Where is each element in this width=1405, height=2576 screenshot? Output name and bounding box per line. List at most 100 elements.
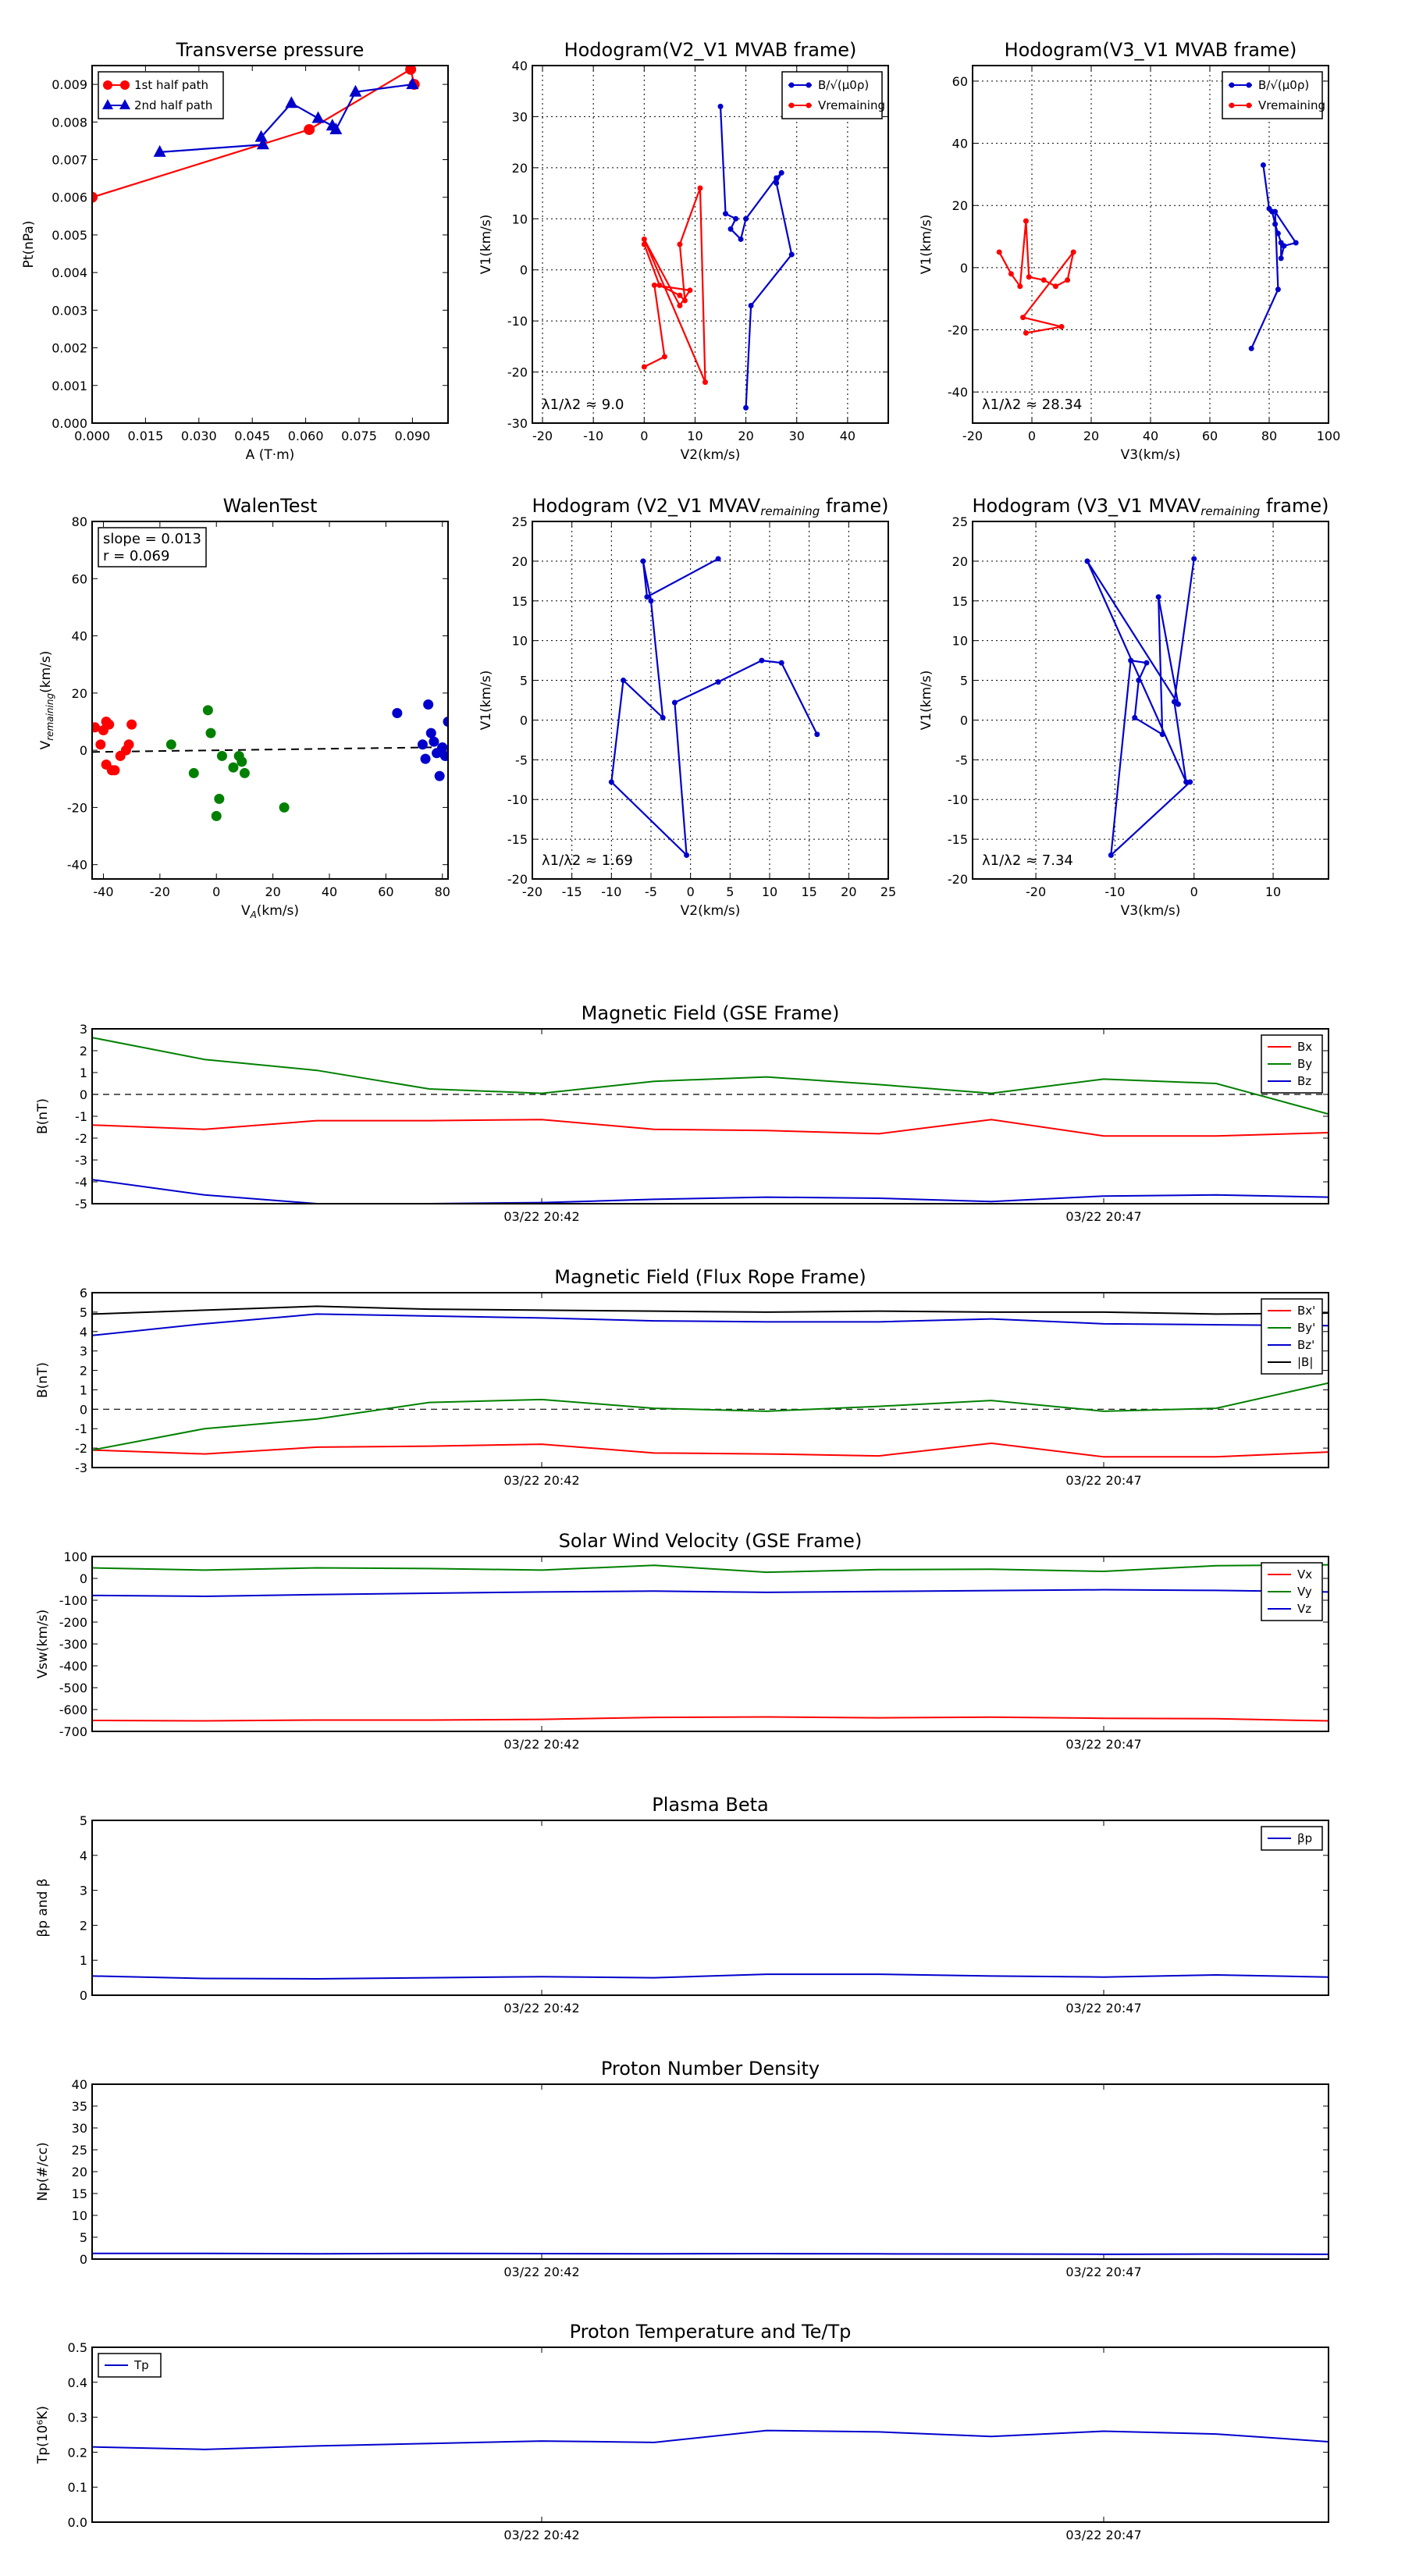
plot-area bbox=[92, 66, 420, 203]
chart-bfr: Magnetic Field (Flux Rope Frame) 03/22 20… bbox=[35, 1266, 1329, 1488]
y-tick-label: 6 bbox=[80, 1286, 87, 1300]
legend-label: |B| bbox=[1297, 1355, 1313, 1369]
plot-frame bbox=[91, 2347, 1329, 2523]
legend-label: Bz bbox=[1297, 1074, 1311, 1088]
data-point bbox=[126, 719, 137, 730]
plot-area bbox=[996, 162, 1299, 351]
y-tick-label: 0.5 bbox=[68, 2340, 87, 2355]
y-tick-label: 10 bbox=[512, 634, 528, 649]
chart-h4: Hodogram (V3_V1 MVAVremaining frame) -20 -… bbox=[919, 495, 1329, 919]
chart-title: Hodogram(V2_V1 MVAB frame) bbox=[564, 39, 857, 61]
y-axis-label: Tp(10⁶K) bbox=[35, 2406, 51, 2464]
x-tick-label: -10 bbox=[601, 884, 621, 899]
data-point bbox=[715, 679, 721, 685]
data-point bbox=[165, 739, 176, 750]
legend-label: Vz bbox=[1297, 1602, 1311, 1616]
x-tick-label: 10 bbox=[1265, 884, 1281, 899]
x-tick-label: 03/22 20:42 bbox=[503, 1473, 579, 1488]
x-tick-label: 03/22 20:42 bbox=[503, 1209, 579, 1224]
data-point bbox=[214, 793, 225, 804]
legend-label: Tp bbox=[133, 2358, 149, 2372]
data-point bbox=[1144, 660, 1150, 666]
chart-title: Hodogram (V2_V1 MVAVremaining frame) bbox=[532, 495, 889, 518]
series-vremaining-line bbox=[998, 221, 1075, 334]
y-tick-label: 5 bbox=[80, 1813, 87, 1828]
y-axis-label: Pt(nPa) bbox=[21, 221, 37, 269]
data-point bbox=[641, 236, 647, 242]
x-tick-label: 03/22 20:47 bbox=[1065, 1737, 1141, 1752]
data-point bbox=[417, 739, 428, 750]
annotation-line: slope = 0.013 bbox=[103, 531, 201, 547]
legend: Tp bbox=[98, 2353, 162, 2378]
data-point bbox=[1159, 731, 1165, 738]
data-point bbox=[304, 123, 315, 135]
series-vy-line bbox=[92, 1564, 1329, 1574]
y-tick-label: 4 bbox=[80, 1848, 87, 1863]
data-point bbox=[608, 779, 614, 785]
chart-title: Hodogram(V3_V1 MVAB frame) bbox=[1005, 39, 1297, 61]
data-point bbox=[443, 716, 448, 727]
plot-area bbox=[92, 1305, 1329, 1458]
legend: Bx' By' Bz' |B| bbox=[1261, 1298, 1323, 1375]
y-tick-label: 10 bbox=[512, 212, 528, 226]
y-tick-label: 40 bbox=[952, 137, 968, 151]
y-tick-label: 1 bbox=[80, 1066, 87, 1080]
series-bx-line bbox=[92, 1119, 1329, 1137]
annotation-line: r = 0.069 bbox=[103, 548, 169, 564]
legend-label: B/√(μ0ρ) bbox=[818, 78, 869, 92]
data-point bbox=[329, 122, 343, 134]
series-0-line bbox=[610, 557, 818, 858]
y-tick-label: -20 bbox=[948, 872, 968, 887]
data-point bbox=[684, 852, 690, 858]
legend-marker bbox=[806, 102, 812, 109]
legend-marker bbox=[119, 99, 130, 109]
x-tick-label: 0.075 bbox=[341, 429, 377, 443]
y-tick-label: -3 bbox=[75, 1153, 87, 1168]
data-point bbox=[1084, 558, 1090, 564]
x-tick-label: 0 bbox=[687, 884, 695, 899]
series-b-0-line bbox=[719, 106, 793, 408]
data-point bbox=[651, 282, 657, 288]
legend-box bbox=[1222, 71, 1323, 119]
chart-tp2: Proton Temperature and Te/Tp 03/22 20:42 0… bbox=[35, 2321, 1329, 2542]
y-tick-label: -20 bbox=[67, 800, 87, 815]
series-1st-half-path-line bbox=[92, 68, 415, 198]
data-point bbox=[1023, 218, 1029, 224]
data-point bbox=[439, 750, 448, 761]
y-tick-label: 30 bbox=[512, 109, 528, 124]
x-axis-label: V2(km/s) bbox=[681, 447, 741, 463]
y-tick-label: 5 bbox=[960, 674, 968, 688]
chart-title: Transverse pressure bbox=[176, 39, 365, 61]
data-point bbox=[423, 699, 434, 710]
y-tick-label: -400 bbox=[59, 1659, 87, 1674]
y-tick-label: 0 bbox=[960, 261, 968, 276]
data-point bbox=[996, 249, 1002, 255]
fit-line bbox=[92, 746, 448, 753]
data-point bbox=[702, 379, 708, 386]
chart-vsw: Solar Wind Velocity (GSE Frame) 03/22 20:… bbox=[35, 1530, 1329, 1752]
data-point bbox=[237, 756, 247, 767]
legend-label: Bx bbox=[1297, 1040, 1312, 1054]
y-tick-label: 0.000 bbox=[52, 416, 87, 431]
y-tick-label: 35 bbox=[72, 2099, 87, 2114]
annotation-box bbox=[98, 527, 207, 568]
y-tick-label: -40 bbox=[948, 385, 968, 400]
data-point bbox=[1128, 657, 1134, 664]
y-tick-label: 0 bbox=[520, 713, 528, 728]
y-tick-label: 0 bbox=[520, 263, 528, 278]
y-tick-label: 2 bbox=[80, 1364, 87, 1379]
x-tick-label: 5 bbox=[726, 884, 734, 899]
x-tick-label: 03/22 20:42 bbox=[503, 2001, 579, 2016]
data-point bbox=[405, 66, 417, 75]
chart-title: Proton Number Density bbox=[601, 2058, 820, 2080]
data-point bbox=[437, 742, 448, 753]
data-point bbox=[228, 762, 239, 773]
y-tick-label: 25 bbox=[512, 514, 528, 529]
y-tick-label: -20 bbox=[507, 872, 528, 887]
y-tick-label: 20 bbox=[72, 686, 87, 701]
data-point bbox=[1132, 714, 1138, 720]
x-tick-label: 03/22 20:47 bbox=[1065, 1473, 1141, 1488]
y-tick-label: 0.3 bbox=[68, 2411, 87, 2425]
data-point bbox=[743, 404, 749, 411]
y-tick-label: -20 bbox=[948, 323, 968, 338]
